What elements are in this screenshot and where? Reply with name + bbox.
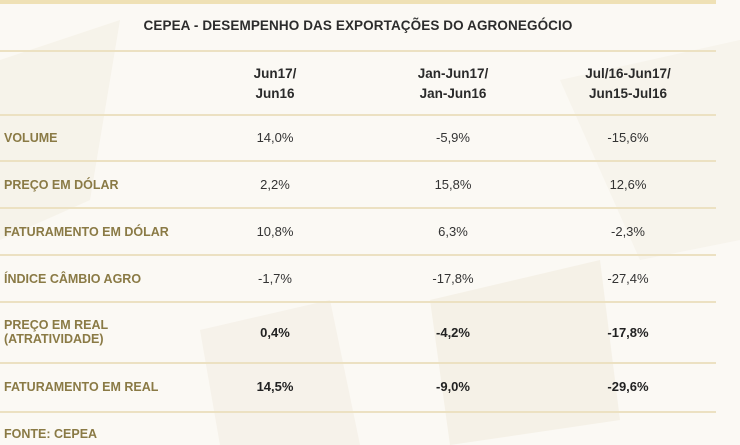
divider bbox=[0, 301, 716, 303]
column-header-3: Jul/16-Jun17/ Jun15-Jul16 bbox=[585, 66, 671, 101]
divider bbox=[0, 207, 716, 209]
table-cell: 2,2% bbox=[260, 177, 290, 192]
table-cell: -29,6% bbox=[607, 379, 649, 394]
divider bbox=[0, 50, 716, 52]
top-accent-bar bbox=[0, 0, 716, 4]
table-cell: 0,4% bbox=[260, 325, 290, 340]
row-label-volume: VOLUME bbox=[4, 131, 58, 145]
divider bbox=[0, 411, 716, 413]
table-cell: -27,4% bbox=[607, 271, 649, 286]
divider bbox=[0, 254, 716, 256]
row-label-indice-cambio: ÍNDICE CÂMBIO AGRO bbox=[4, 272, 142, 286]
table-cell: 15,8% bbox=[434, 177, 472, 192]
table-cell: 14,0% bbox=[256, 130, 294, 145]
table-cell: 6,3% bbox=[438, 224, 468, 239]
table-title: CEPEA - DESEMPENHO DAS EXPORTAÇÕES DO AG… bbox=[143, 18, 573, 33]
column-header-2: Jan-Jun17/ Jan-Jun16 bbox=[417, 66, 489, 101]
table-cell: -2,3% bbox=[611, 224, 645, 239]
source-note: FONTE: CEPEA bbox=[4, 427, 98, 441]
table-cell: -9,0% bbox=[436, 379, 470, 394]
divider bbox=[0, 362, 716, 364]
column-header-1: Jun17/ Jun16 bbox=[253, 66, 297, 101]
table-cell: -5,9% bbox=[436, 130, 470, 145]
row-label-faturamento-dolar: FATURAMENTO EM DÓLAR bbox=[4, 225, 169, 239]
table-cell: -1,7% bbox=[258, 271, 292, 286]
table-cell: -17,8% bbox=[432, 271, 474, 286]
table-cell: -17,8% bbox=[607, 325, 649, 340]
table-cell: -15,6% bbox=[607, 130, 649, 145]
divider bbox=[0, 114, 716, 116]
table-cell: 12,6% bbox=[609, 177, 647, 192]
table-cell: -4,2% bbox=[436, 325, 470, 340]
row-label-faturamento-real: FATURAMENTO EM REAL bbox=[4, 380, 159, 394]
row-label-preco-real: PREÇO EM REAL (ATRATIVIDADE) bbox=[4, 318, 109, 346]
divider bbox=[0, 160, 716, 162]
table-cell: 10,8% bbox=[256, 224, 294, 239]
row-label-preco-dolar: PREÇO EM DÓLAR bbox=[4, 178, 119, 192]
table-cell: 14,5% bbox=[256, 379, 294, 394]
